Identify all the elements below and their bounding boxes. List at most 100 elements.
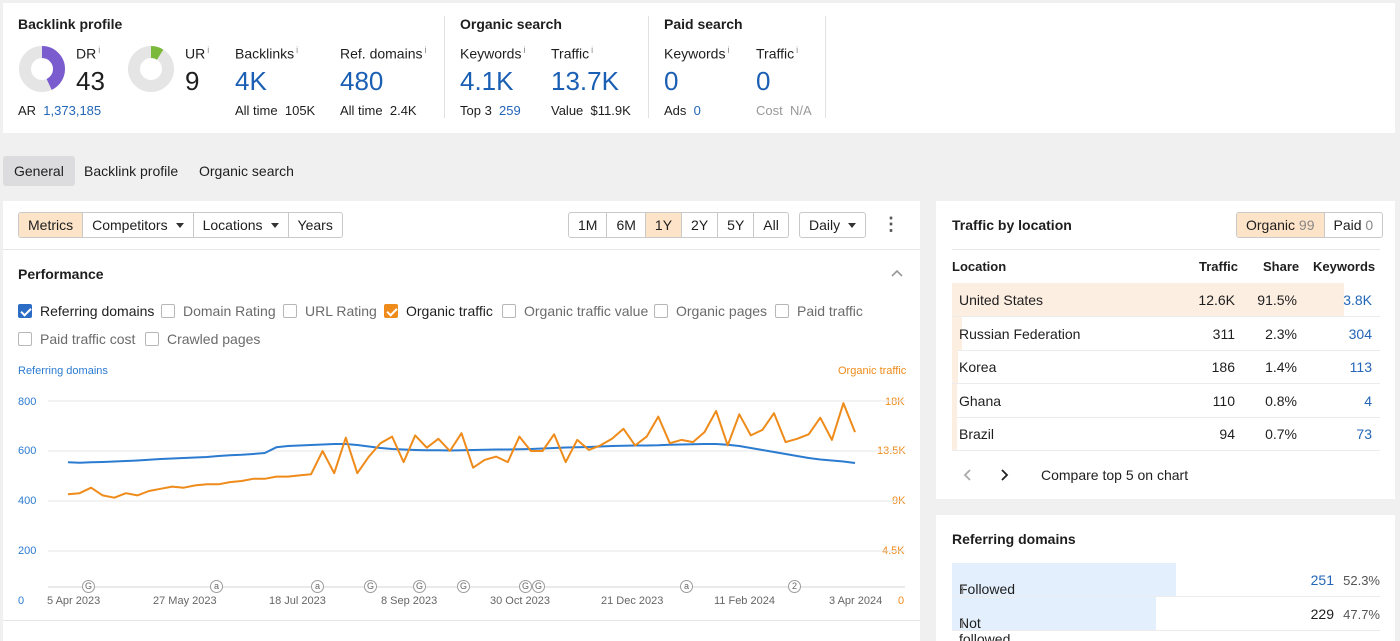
divider — [952, 249, 1380, 250]
refdomains-value[interactable]: 480 — [340, 66, 384, 96]
range-6m-button[interactable]: 6M — [606, 213, 644, 237]
paid-traffic-value[interactable]: 0 — [756, 66, 771, 96]
location-row[interactable]: United States 12.6K 91.5% 3.8K — [952, 283, 1380, 317]
location-row[interactable]: Brazil 94 0.7% 73 — [952, 417, 1380, 452]
checkbox-icon — [502, 304, 516, 318]
checkbox-paid-traffic-cost[interactable]: Paid traffic cost — [18, 331, 135, 347]
years-button[interactable]: Years — [287, 213, 342, 237]
info-icon[interactable]: i — [207, 45, 210, 55]
organic-toggle-button[interactable]: Organic 99 — [1237, 213, 1324, 237]
paid-keywords-sub: Ads 0 — [664, 103, 701, 118]
info-icon[interactable]: i — [796, 45, 799, 55]
interval-dropdown[interactable]: Daily — [799, 212, 867, 238]
checkbox-paid-traffic[interactable]: Paid traffic — [775, 303, 863, 319]
info-icon[interactable]: i — [296, 45, 299, 55]
info-icon[interactable]: i — [591, 45, 594, 55]
divider — [444, 16, 445, 118]
ar-value[interactable]: 1,373,185 — [43, 103, 102, 118]
ar-row: AR 1,373,185 — [18, 103, 102, 118]
location-row[interactable]: Korea 186 1.4% 113 — [952, 350, 1380, 385]
metrics-button[interactable]: Metrics — [19, 213, 83, 237]
range-5y-button[interactable]: 5Y — [717, 213, 753, 237]
location-name[interactable]: Russian Federation — [959, 325, 1081, 342]
annotation-marker-icon[interactable]: G — [364, 580, 377, 593]
compare-top5-link[interactable]: Compare top 5 on chart — [1041, 467, 1189, 483]
followed-value[interactable]: 251 — [1310, 572, 1334, 588]
location-share: 2.3% — [1265, 325, 1297, 342]
tab-organic-search[interactable]: Organic search — [199, 163, 294, 179]
organic-keywords-value[interactable]: 4.1K — [460, 66, 514, 96]
prev-page-icon[interactable] — [962, 468, 974, 482]
col-header-share[interactable]: Share — [1263, 259, 1300, 274]
backlinks-value[interactable]: 4K — [235, 66, 267, 96]
location-keywords[interactable]: 4 — [1364, 392, 1372, 409]
location-traffic: 311 — [1212, 325, 1235, 342]
annotation-marker-icon[interactable]: a — [311, 580, 324, 593]
chevron-up-icon[interactable] — [890, 268, 904, 278]
annotation-marker-icon[interactable]: G — [82, 580, 95, 593]
location-row[interactable]: Russian Federation 311 2.3% 304 — [952, 316, 1380, 351]
competitors-dropdown[interactable]: Competitors — [82, 213, 192, 237]
ur-donut-icon — [128, 46, 174, 92]
info-icon[interactable]: i — [98, 45, 101, 55]
info-icon[interactable]: i — [727, 45, 730, 55]
annotation-marker-icon[interactable]: G — [457, 580, 470, 593]
location-keywords[interactable]: 3.8K — [1343, 292, 1372, 308]
tab-general[interactable]: General — [3, 156, 75, 186]
checkbox-organic-traffic-value[interactable]: Organic traffic value — [502, 303, 648, 319]
location-keywords[interactable]: 113 — [1349, 359, 1372, 376]
location-keywords[interactable]: 304 — [1348, 325, 1372, 342]
range-1m-button[interactable]: 1M — [578, 217, 598, 233]
checkbox-organic-pages[interactable]: Organic pages — [654, 303, 767, 319]
organic-traffic-value[interactable]: 13.7K — [551, 66, 619, 96]
range-1y-button[interactable]: 1Y — [644, 213, 682, 237]
paid-toggle-button[interactable]: Paid 0 — [1323, 213, 1383, 237]
annotation-marker-icon[interactable]: G — [413, 580, 426, 593]
annotation-marker-icon[interactable]: a — [680, 580, 693, 593]
location-name[interactable]: United States — [959, 292, 1044, 308]
refdomains-sub: All time 2.4K — [340, 103, 417, 118]
share-bar — [952, 563, 1176, 596]
annotation-marker-icon[interactable]: a — [210, 580, 223, 593]
info-icon[interactable]: i — [424, 45, 427, 55]
col-header-location[interactable]: Location — [952, 259, 1007, 274]
checkbox-crawled-pages[interactable]: Crawled pages — [145, 331, 260, 347]
location-name[interactable]: Korea — [959, 359, 997, 376]
checkbox-organic-traffic[interactable]: Organic traffic — [384, 303, 493, 319]
checkbox-referring-domains[interactable]: Referring domains — [18, 303, 154, 319]
col-header-keywords[interactable]: Keywords — [1313, 259, 1376, 274]
annotation-marker-icon[interactable]: G — [519, 580, 532, 593]
paid-keywords-value[interactable]: 0 — [664, 66, 679, 96]
backlinks-sub: All time 105K — [235, 103, 316, 118]
organic-traffic-sub: Value $11.9K — [551, 103, 631, 118]
info-icon[interactable]: i — [961, 615, 965, 631]
tab-backlink-profile[interactable]: Backlink profile — [84, 163, 179, 179]
location-row[interactable]: Ghana 110 0.8% 4 — [952, 383, 1380, 418]
checkbox-icon — [161, 304, 175, 318]
location-name[interactable]: Ghana — [959, 392, 1002, 409]
location-share: 0.8% — [1265, 392, 1297, 409]
col-header-traffic[interactable]: Traffic — [1199, 259, 1239, 274]
range-all-button[interactable]: All — [753, 213, 788, 237]
info-icon[interactable]: i — [961, 581, 965, 597]
info-icon[interactable]: i — [523, 45, 526, 55]
divider — [825, 16, 826, 118]
annotation-marker-icon[interactable]: G — [532, 580, 545, 593]
checkbox-domain-rating[interactable]: Domain Rating — [161, 303, 276, 319]
location-name[interactable]: Brazil — [959, 426, 995, 443]
checkbox-url-rating[interactable]: URL Rating — [283, 303, 377, 319]
not-followed-row[interactable]: Not followed i 229 47.7% — [952, 597, 1380, 641]
left-tick: 0 — [18, 595, 25, 607]
range-2y-button[interactable]: 2Y — [681, 213, 717, 237]
location-traffic: 94 — [1219, 426, 1235, 443]
annotation-marker-icon[interactable]: 2 — [788, 580, 801, 593]
more-options-icon[interactable]: ⋮ — [882, 214, 900, 234]
followed-row[interactable]: Followed i 251 52.3% — [952, 563, 1380, 597]
location-keywords[interactable]: 73 — [1356, 426, 1372, 443]
locations-dropdown[interactable]: Locations — [192, 213, 288, 237]
share-bar — [952, 350, 958, 384]
range-selector: 1M 6M 1Y 2Y 5Y All — [568, 212, 789, 238]
next-page-icon[interactable] — [998, 468, 1010, 482]
performance-chart[interactable] — [0, 380, 920, 595]
checkbox-icon — [18, 332, 32, 346]
